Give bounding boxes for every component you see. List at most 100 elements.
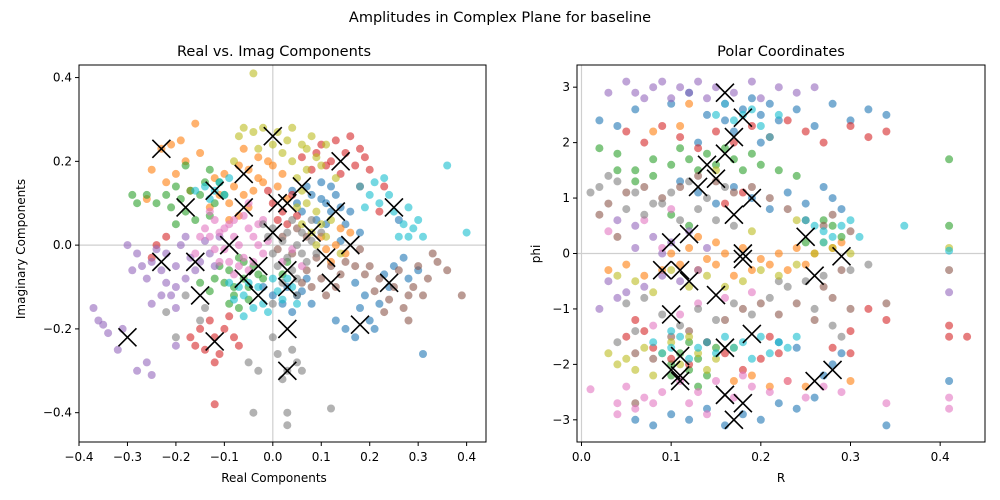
x-marker <box>688 177 708 197</box>
data-point <box>239 253 248 262</box>
data-point <box>631 399 640 408</box>
data-point <box>302 257 311 266</box>
data-point <box>765 332 774 341</box>
x-marker <box>268 193 288 213</box>
y-axis-label: phi <box>529 245 543 264</box>
data-point <box>351 333 360 342</box>
data-point <box>765 349 774 358</box>
x-marker <box>321 273 341 293</box>
data-point <box>327 182 335 191</box>
data-point <box>370 287 379 296</box>
data-point <box>210 274 219 283</box>
data-point <box>792 332 801 341</box>
data-point <box>162 190 171 199</box>
axis-ticks: −0.4 −0.3 −0.2 −0.1 0.0 0.1 0.2 0.3 0.4 −0.4 −0.2 0… <box>43 71 476 464</box>
data-point <box>721 99 729 108</box>
data-point <box>631 105 640 114</box>
data-point <box>765 260 774 269</box>
data-point <box>631 177 640 186</box>
data-point <box>215 350 224 358</box>
data-point <box>317 274 326 283</box>
data-point <box>747 183 756 191</box>
data-point <box>404 274 413 283</box>
data-point <box>293 358 301 367</box>
data-point <box>147 165 156 174</box>
data-point <box>220 324 229 333</box>
data-point <box>356 228 364 237</box>
series-2 <box>595 144 954 391</box>
data-point <box>268 333 277 342</box>
data-points <box>89 69 471 430</box>
data-point <box>846 266 855 275</box>
data-point <box>604 277 613 286</box>
data-point <box>694 171 703 180</box>
data-point <box>703 365 711 374</box>
series-4 <box>595 77 954 313</box>
data-point <box>810 122 819 130</box>
data-point <box>162 308 171 317</box>
series-7 <box>162 216 335 430</box>
data-point <box>380 182 389 191</box>
data-point <box>322 291 331 300</box>
data-point <box>846 227 855 236</box>
data-point <box>676 277 685 286</box>
data-point <box>685 338 694 347</box>
x-marker <box>234 197 254 217</box>
data-point <box>312 153 321 162</box>
data-point <box>721 293 729 302</box>
data-point <box>882 421 891 430</box>
data-point <box>230 157 238 166</box>
data-point <box>356 144 364 153</box>
data-point <box>819 238 828 247</box>
data-point <box>128 190 137 199</box>
data-point <box>765 293 774 302</box>
data-point <box>375 299 384 308</box>
data-point <box>133 249 142 258</box>
data-point <box>631 88 640 97</box>
data-point <box>882 399 891 408</box>
data-point <box>389 207 398 216</box>
data-point <box>307 283 316 291</box>
x-marker <box>805 266 825 286</box>
data-point <box>685 99 694 108</box>
data-point <box>765 205 774 214</box>
data-point <box>443 161 452 170</box>
data-point <box>855 232 864 241</box>
data-point <box>99 320 108 329</box>
data-point <box>667 332 676 341</box>
data-point <box>676 321 685 330</box>
data-point <box>249 408 258 417</box>
data-point <box>234 241 243 250</box>
data-point <box>882 316 891 324</box>
data-point <box>756 266 765 275</box>
data-point <box>801 260 810 269</box>
data-point <box>792 105 801 114</box>
x-marker <box>248 285 268 305</box>
data-point <box>317 178 326 187</box>
data-point <box>142 358 151 367</box>
data-point <box>774 116 783 125</box>
data-point <box>667 160 676 169</box>
data-point <box>147 299 156 308</box>
series-9 <box>191 161 471 321</box>
series-5 <box>273 224 466 325</box>
data-point <box>756 122 765 130</box>
data-point <box>191 249 200 258</box>
data-point <box>239 123 248 132</box>
data-point <box>846 349 855 358</box>
data-point <box>649 199 658 208</box>
data-point <box>712 127 720 136</box>
data-point <box>375 274 384 283</box>
data-point <box>667 354 676 363</box>
data-point <box>747 371 756 380</box>
data-point <box>613 338 622 347</box>
data-point <box>810 316 819 324</box>
data-point <box>703 338 711 347</box>
data-point <box>694 266 703 275</box>
data-point <box>293 203 301 212</box>
data-point <box>239 211 248 220</box>
data-point <box>360 203 369 212</box>
data-point <box>457 291 466 300</box>
data-point <box>273 287 282 296</box>
